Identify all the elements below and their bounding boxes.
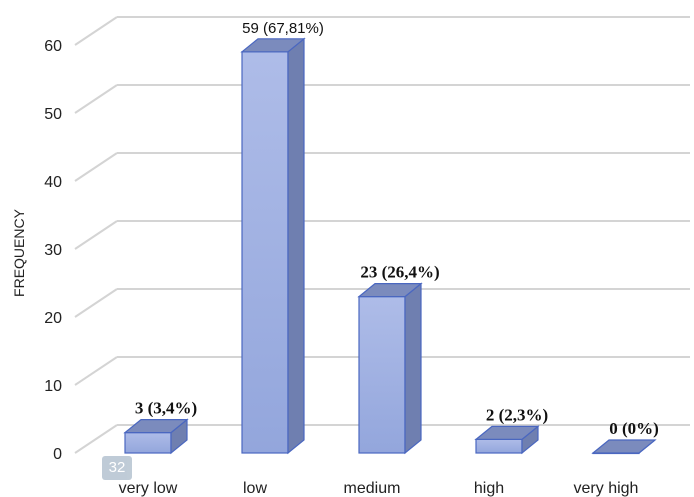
x-axis-categories: very low low medium high very high xyxy=(119,480,639,497)
y-tick-label: 0 xyxy=(53,446,62,463)
data-label: 23 (26,4%) xyxy=(360,263,439,282)
y-tick-label: 20 xyxy=(44,310,62,327)
data-label: 3 (3,4%) xyxy=(135,399,197,418)
y-tick-label: 30 xyxy=(44,242,62,259)
y-axis-label: FREQUENCY xyxy=(11,208,27,297)
x-category-label: very high xyxy=(574,480,639,497)
bar xyxy=(474,425,540,455)
bar xyxy=(591,439,657,455)
y-tick-label: 60 xyxy=(44,38,62,55)
data-label: 2 (2,3%) xyxy=(486,405,548,424)
gridline xyxy=(74,84,690,114)
y-tick-label: 40 xyxy=(44,174,62,191)
gridline xyxy=(74,220,690,250)
x-category-label: low xyxy=(243,480,267,497)
x-category-label: medium xyxy=(344,480,401,497)
y-tick-label: 50 xyxy=(44,106,62,123)
gridline xyxy=(74,16,690,46)
page-number-badge: 32 xyxy=(102,456,132,480)
y-axis-ticks: 0 10 20 30 40 50 60 xyxy=(44,38,62,463)
bar xyxy=(123,418,189,455)
bars xyxy=(123,37,657,455)
data-labels: 3 (3,4%) 59 (67,81%) 23 (26,4%) 2 (2,3%) 0 (… xyxy=(135,20,659,438)
data-label: 59 (67,81%) xyxy=(242,20,324,37)
x-category-label: high xyxy=(474,480,504,497)
gridline xyxy=(74,152,690,182)
bar xyxy=(357,282,423,455)
data-label: 0 (0%) xyxy=(609,419,659,438)
bar xyxy=(240,37,306,455)
x-category-label: very low xyxy=(119,480,178,497)
y-tick-label: 10 xyxy=(44,378,62,395)
